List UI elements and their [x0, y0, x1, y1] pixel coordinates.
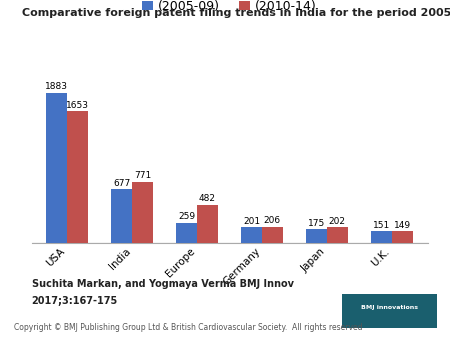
Bar [197, 205, 218, 243]
Text: 151: 151 [373, 221, 390, 230]
Text: 206: 206 [264, 216, 281, 225]
Text: 175: 175 [308, 219, 325, 228]
Bar [176, 223, 197, 243]
Bar [262, 227, 283, 243]
Text: 202: 202 [329, 217, 346, 226]
Bar [241, 227, 262, 243]
Text: Comparative foreign patent filing trends in India for the period 2005–2009 vs 20: Comparative foreign patent filing trends… [22, 8, 450, 19]
Text: 677: 677 [113, 179, 130, 188]
Bar [306, 230, 327, 243]
Text: 1883: 1883 [45, 82, 68, 92]
Text: 771: 771 [134, 171, 151, 180]
Bar [132, 182, 153, 243]
Text: Suchita Markan, and Yogmaya Verma BMJ Innov: Suchita Markan, and Yogmaya Verma BMJ In… [32, 279, 293, 289]
Legend: (2005-09), (2010-14): (2005-09), (2010-14) [142, 0, 317, 13]
Bar [392, 232, 413, 243]
Text: 2017;3:167-175: 2017;3:167-175 [32, 296, 118, 306]
Bar [46, 93, 67, 243]
Text: 201: 201 [243, 217, 260, 226]
Text: 1653: 1653 [66, 101, 89, 110]
Bar [111, 189, 132, 243]
Text: 259: 259 [178, 212, 195, 221]
Bar [327, 227, 348, 243]
Text: 482: 482 [199, 194, 216, 203]
Bar [67, 111, 88, 243]
Text: Copyright © BMJ Publishing Group Ltd & British Cardiovascular Society.  All righ: Copyright © BMJ Publishing Group Ltd & B… [14, 323, 362, 332]
Text: 149: 149 [394, 221, 411, 230]
Bar [371, 231, 392, 243]
Text: BMJ innovations: BMJ innovations [361, 305, 418, 310]
